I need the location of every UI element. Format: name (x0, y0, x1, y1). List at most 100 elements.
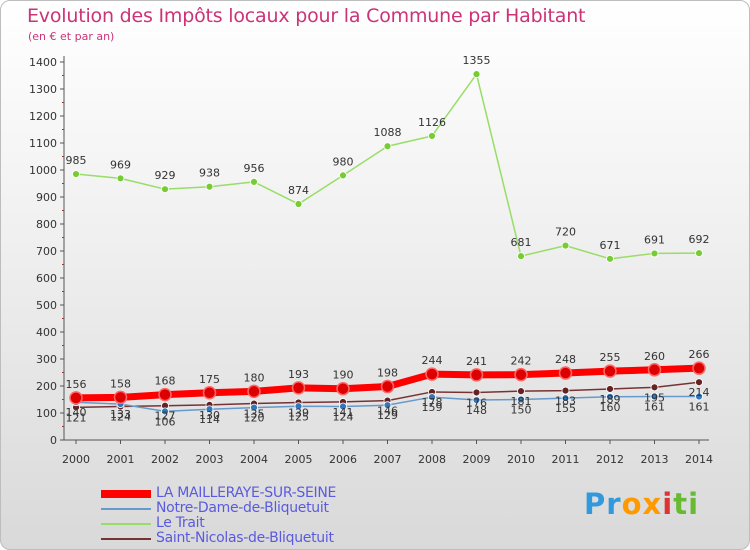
data-label: 692 (689, 233, 710, 246)
data-point (294, 402, 303, 411)
data-point (692, 361, 706, 375)
legend-swatch (101, 538, 151, 540)
data-label: 242 (511, 355, 532, 368)
data-point (72, 170, 80, 178)
logo-letter: t (673, 487, 689, 521)
data-point (116, 174, 125, 183)
data-label: 938 (199, 167, 220, 180)
data-label: 127 (155, 410, 176, 423)
data-point (517, 252, 525, 261)
legend-label: Le Trait (156, 515, 205, 531)
data-point (650, 249, 659, 258)
data-label: 156 (66, 378, 87, 391)
data-label: 121 (66, 411, 87, 424)
series-line (75, 73, 700, 260)
x-tick-label: 2013 (641, 453, 669, 466)
data-point (380, 379, 395, 394)
data-label: 120 (244, 412, 265, 425)
data-label: 148 (466, 404, 487, 417)
data-label: 189 (600, 393, 621, 406)
legend-label: LA MAILLERAYE-SUR-SEINE (156, 485, 337, 501)
data-point (469, 368, 484, 382)
data-label: 139 (288, 406, 309, 419)
data-label: 1126 (418, 116, 446, 129)
legend-label: Saint-Nicolas-de-Bliquetuit (156, 530, 334, 546)
x-tick-label: 2005 (285, 453, 313, 466)
data-point (428, 393, 436, 401)
data-label: 929 (155, 169, 176, 182)
data-point (603, 364, 617, 378)
data-point (558, 366, 573, 380)
data-label: 155 (555, 402, 576, 415)
x-tick-label: 2001 (107, 453, 135, 466)
chart-title: Evolution des Impôts locaux pour la Comm… (27, 5, 586, 27)
data-label: 175 (199, 373, 220, 386)
data-point (339, 171, 347, 180)
data-point (514, 367, 528, 382)
data-point (561, 394, 570, 403)
y-tick-label: 700 (36, 245, 57, 258)
data-label: 168 (155, 375, 176, 388)
data-label: 969 (110, 158, 131, 171)
data-point (695, 249, 703, 258)
data-label: 985 (66, 154, 87, 167)
data-point (647, 363, 662, 377)
data-point (205, 182, 214, 191)
x-tick-label: 2008 (418, 453, 446, 466)
legend-swatch (101, 508, 151, 510)
y-tick-label: 1400 (29, 56, 57, 69)
data-point (606, 254, 614, 263)
chart-subtitle: (en € et par an) (28, 30, 115, 43)
y-tick-label: 1100 (29, 137, 57, 150)
data-label: 956 (244, 162, 265, 175)
data-label: 150 (511, 404, 532, 417)
y-tick-label: 1300 (29, 83, 57, 96)
y-tick-label: 0 (50, 434, 57, 447)
data-label: 195 (644, 391, 665, 404)
data-point (561, 241, 570, 250)
data-label: 133 (110, 408, 131, 421)
data-label: 691 (644, 233, 665, 246)
legend-swatch (101, 523, 151, 525)
data-label: 266 (689, 348, 710, 361)
data-label: 158 (110, 377, 131, 390)
legend-label: Notre-Dame-de-Bliquetuit (156, 500, 329, 516)
data-point (425, 367, 439, 381)
y-tick-label: 1000 (29, 164, 57, 177)
data-point (161, 407, 169, 416)
data-point (339, 402, 347, 411)
data-label: 161 (689, 401, 710, 414)
data-label: 125 (288, 410, 309, 423)
data-label: 159 (422, 401, 443, 414)
data-label: 681 (511, 236, 532, 249)
logo-letter: o (621, 487, 643, 521)
x-tick-label: 2004 (240, 453, 268, 466)
data-label: 161 (644, 401, 665, 414)
data-point (69, 391, 83, 405)
data-point (205, 405, 214, 414)
data-label: 178 (422, 396, 443, 409)
y-tick-label: 300 (36, 353, 57, 366)
data-label: 140 (66, 406, 87, 419)
data-label: 160 (600, 401, 621, 414)
data-point (472, 70, 481, 79)
data-label: 181 (511, 395, 532, 408)
data-point (113, 390, 128, 405)
data-label: 193 (288, 368, 309, 381)
data-point (695, 392, 703, 401)
y-tick-label: 600 (36, 272, 57, 285)
data-point (247, 384, 261, 399)
logo-letter: r (606, 487, 622, 521)
data-label: 248 (555, 353, 576, 366)
x-tick-label: 2011 (552, 453, 580, 466)
data-label: 180 (244, 371, 265, 384)
data-point (158, 387, 172, 402)
data-point (517, 395, 525, 404)
y-tick-label: 200 (36, 380, 57, 393)
data-label: 135 (244, 408, 265, 421)
x-tick-label: 2000 (62, 453, 90, 466)
data-label: 244 (422, 354, 443, 367)
data-label: 124 (110, 411, 131, 424)
data-label: 106 (155, 415, 176, 428)
